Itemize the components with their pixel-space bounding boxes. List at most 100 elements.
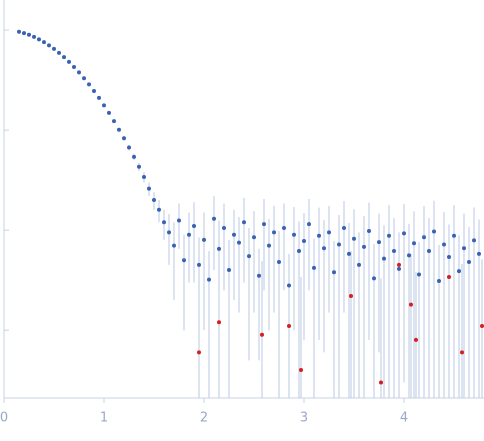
data-point [367, 229, 371, 234]
data-point [397, 262, 401, 267]
data-point [242, 220, 246, 225]
data-point [407, 253, 411, 258]
data-point [432, 229, 436, 234]
data-point [92, 89, 96, 94]
data-point [222, 226, 226, 231]
data-point [207, 277, 211, 282]
data-point [287, 283, 291, 288]
x-tick-label: 0 [0, 411, 8, 426]
data-point [372, 276, 376, 281]
data-point [312, 265, 316, 270]
data-point [192, 224, 196, 229]
data-point [112, 119, 116, 124]
data-point [157, 207, 161, 212]
data-point [247, 254, 251, 259]
data-point [17, 29, 21, 34]
data-point [287, 324, 291, 329]
data-point [217, 246, 221, 251]
data-point [52, 46, 56, 51]
data-point [477, 251, 481, 256]
data-point [397, 266, 401, 271]
data-point [122, 136, 126, 141]
data-point [167, 230, 171, 235]
data-point [282, 226, 286, 231]
data-point [187, 232, 191, 237]
data-point [182, 258, 186, 263]
data-point [32, 34, 36, 39]
data-point [42, 40, 46, 45]
x-tick-label: 4 [400, 411, 408, 426]
data-point [117, 127, 121, 132]
data-point [137, 164, 141, 169]
data-point [299, 368, 303, 373]
data-point [197, 262, 201, 267]
data-point [237, 240, 241, 245]
data-point [382, 256, 386, 261]
data-point [307, 222, 311, 227]
data-point [277, 260, 281, 265]
data-point [387, 233, 391, 238]
data-point [202, 237, 206, 242]
data-point [260, 332, 264, 337]
x-tick-label: 3 [300, 411, 308, 426]
data-point [462, 246, 466, 251]
data-point [460, 350, 464, 355]
data-point [292, 232, 296, 237]
data-point [347, 251, 351, 256]
x-tick-label: 2 [200, 411, 208, 426]
data-point [452, 233, 456, 238]
data-point [417, 272, 421, 277]
x-tick-label: 1 [100, 411, 108, 426]
data-point [37, 37, 41, 42]
data-point [217, 320, 221, 325]
data-point [132, 154, 136, 159]
data-point [337, 242, 341, 247]
data-point [297, 248, 301, 253]
data-point [427, 248, 431, 253]
data-point [442, 242, 446, 247]
data-point [172, 243, 176, 248]
data-point [57, 50, 61, 55]
data-point [267, 243, 271, 248]
data-point [257, 273, 261, 278]
data-point [272, 230, 276, 235]
data-point [472, 238, 476, 243]
data-point [162, 220, 166, 225]
data-point [62, 55, 66, 60]
data-point [107, 110, 111, 115]
data-point [342, 226, 346, 231]
data-point [352, 236, 356, 241]
data-point [302, 238, 306, 243]
data-point [457, 269, 461, 274]
data-point [409, 302, 413, 307]
data-point [322, 246, 326, 251]
data-point [252, 235, 256, 240]
data-point [414, 337, 418, 342]
data-point [379, 380, 383, 385]
data-point [82, 76, 86, 81]
data-point [87, 82, 91, 87]
data-point [412, 241, 416, 246]
data-point [67, 59, 71, 64]
data-point [212, 216, 216, 221]
data-point [72, 64, 76, 69]
data-point [77, 70, 81, 75]
data-point [262, 222, 266, 227]
data-point [377, 240, 381, 245]
data-point [102, 103, 106, 108]
data-point [152, 198, 156, 203]
data-point [147, 186, 151, 191]
data-point [349, 293, 353, 298]
data-point [97, 95, 101, 100]
data-point [22, 31, 26, 36]
data-point [480, 324, 484, 329]
data-point [27, 32, 31, 37]
data-point [47, 43, 51, 48]
data-point [232, 232, 236, 237]
data-point [142, 175, 146, 180]
data-point [227, 267, 231, 272]
data-point [447, 275, 451, 280]
data-point [177, 218, 181, 223]
data-point [197, 350, 201, 355]
